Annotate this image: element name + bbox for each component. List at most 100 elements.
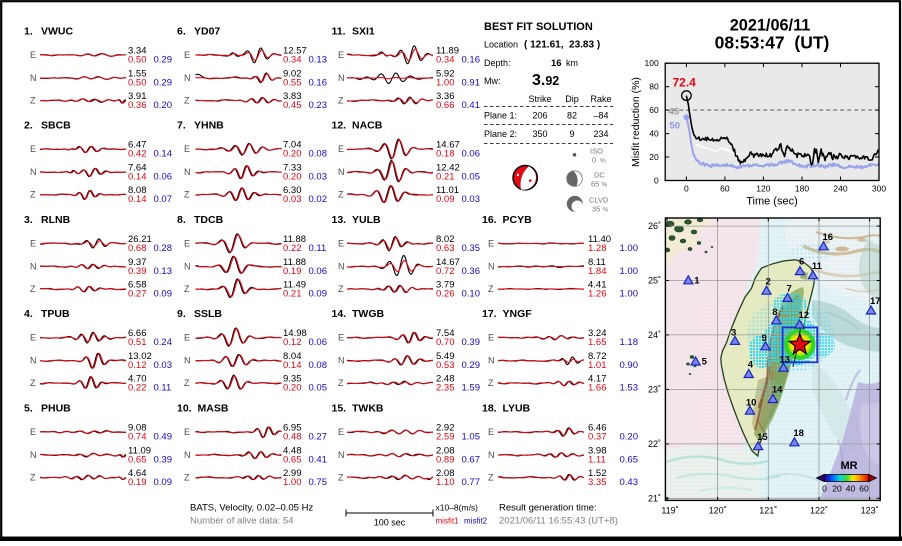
svg-text:82: 82 bbox=[567, 111, 577, 121]
svg-text:0.07: 0.07 bbox=[154, 194, 173, 205]
svg-text:7.54: 7.54 bbox=[436, 328, 455, 339]
svg-text:N: N bbox=[30, 262, 37, 272]
svg-text:RLNB: RLNB bbox=[41, 214, 71, 226]
svg-text:ISO: ISO bbox=[590, 147, 603, 156]
svg-text:1.55: 1.55 bbox=[128, 69, 147, 80]
svg-text:N: N bbox=[184, 356, 191, 366]
svg-text:3.35: 3.35 bbox=[588, 477, 607, 488]
svg-text:E: E bbox=[338, 144, 344, 154]
svg-text:12.42: 12.42 bbox=[436, 163, 460, 174]
svg-text:1.53: 1.53 bbox=[620, 383, 639, 394]
svg-text:0.29: 0.29 bbox=[154, 78, 173, 89]
svg-text:25˚: 25˚ bbox=[648, 276, 661, 286]
svg-text:0.42: 0.42 bbox=[128, 149, 147, 160]
svg-text:0.03: 0.03 bbox=[462, 194, 481, 205]
svg-text:72.4: 72.4 bbox=[673, 76, 697, 90]
svg-text:0.20: 0.20 bbox=[283, 149, 302, 160]
svg-text:5.: 5. bbox=[24, 403, 33, 415]
svg-text:0.10: 0.10 bbox=[462, 289, 481, 300]
svg-text:5: 5 bbox=[702, 357, 708, 368]
svg-text:2.35: 2.35 bbox=[436, 383, 455, 394]
svg-text:0.18: 0.18 bbox=[436, 149, 455, 160]
svg-text:Z: Z bbox=[184, 378, 190, 388]
svg-text:0: 0 bbox=[684, 184, 689, 194]
svg-text:0.34: 0.34 bbox=[283, 55, 302, 66]
svg-text:0.37: 0.37 bbox=[588, 432, 607, 443]
svg-text:18.: 18. bbox=[482, 403, 497, 415]
svg-text:0.77: 0.77 bbox=[462, 477, 481, 488]
svg-text:0.14: 0.14 bbox=[154, 149, 173, 160]
svg-text:26.21: 26.21 bbox=[128, 234, 152, 245]
svg-text:E: E bbox=[30, 144, 36, 154]
svg-text:0.34: 0.34 bbox=[436, 55, 455, 66]
svg-text:35: 35 bbox=[592, 205, 600, 214]
svg-text:E: E bbox=[338, 427, 344, 437]
svg-text:E: E bbox=[488, 239, 494, 249]
svg-text:13.02: 13.02 bbox=[128, 351, 152, 362]
svg-text:2.92: 2.92 bbox=[436, 423, 455, 434]
svg-text:0.51: 0.51 bbox=[128, 337, 147, 348]
svg-text:24˚: 24˚ bbox=[648, 330, 661, 340]
svg-text:0.53: 0.53 bbox=[436, 360, 455, 371]
svg-text:N: N bbox=[488, 450, 495, 460]
svg-text:4.41: 4.41 bbox=[588, 280, 607, 291]
svg-text:11.49: 11.49 bbox=[283, 280, 306, 291]
svg-text:14.98: 14.98 bbox=[283, 328, 307, 339]
svg-text:0.50: 0.50 bbox=[128, 78, 147, 89]
svg-text:1.18: 1.18 bbox=[620, 337, 639, 348]
svg-text:misfit1: misfit1 bbox=[436, 517, 460, 526]
svg-text:0.02: 0.02 bbox=[309, 194, 328, 205]
svg-text:N: N bbox=[184, 73, 191, 83]
svg-text:350: 350 bbox=[532, 129, 547, 139]
svg-text:Dip: Dip bbox=[565, 94, 579, 104]
svg-text:0.45: 0.45 bbox=[283, 100, 302, 111]
svg-text:TDCB: TDCB bbox=[194, 214, 224, 226]
svg-text:4.64: 4.64 bbox=[128, 468, 147, 479]
svg-text:122˚: 122˚ bbox=[810, 506, 828, 516]
svg-text:1.26: 1.26 bbox=[588, 289, 607, 300]
svg-text:Z: Z bbox=[488, 378, 494, 388]
svg-text:180: 180 bbox=[795, 184, 809, 194]
svg-text:0.05: 0.05 bbox=[309, 383, 328, 394]
svg-text:13: 13 bbox=[779, 354, 790, 365]
svg-text:2.59: 2.59 bbox=[436, 432, 455, 443]
svg-text:Z: Z bbox=[30, 284, 36, 294]
svg-text:CLVD: CLVD bbox=[589, 196, 609, 205]
svg-text:22˚: 22˚ bbox=[648, 439, 661, 449]
svg-text:2021/06/11: 2021/06/11 bbox=[730, 17, 811, 35]
svg-text:–84: –84 bbox=[593, 111, 608, 121]
svg-text:9.37: 9.37 bbox=[128, 257, 147, 268]
svg-text:0.08: 0.08 bbox=[309, 360, 328, 371]
svg-text:9.02: 9.02 bbox=[283, 69, 302, 80]
svg-text:0.19: 0.19 bbox=[128, 477, 147, 488]
svg-text:YHNB: YHNB bbox=[194, 120, 224, 132]
svg-text:6: 6 bbox=[799, 257, 804, 268]
svg-text:0.09: 0.09 bbox=[436, 194, 455, 205]
svg-text:0.28: 0.28 bbox=[154, 243, 173, 254]
svg-text:8.: 8. bbox=[177, 214, 186, 226]
svg-text:0.39: 0.39 bbox=[154, 455, 173, 466]
svg-text:1.65: 1.65 bbox=[588, 337, 607, 348]
svg-text:0.91: 0.91 bbox=[462, 78, 481, 89]
svg-text:4.: 4. bbox=[24, 308, 33, 320]
svg-text:N: N bbox=[488, 356, 495, 366]
svg-text:0.36: 0.36 bbox=[462, 266, 481, 277]
svg-text:3.24: 3.24 bbox=[588, 328, 607, 339]
svg-text:0.09: 0.09 bbox=[154, 477, 173, 488]
svg-text:Z: Z bbox=[184, 96, 190, 106]
svg-text:0.08: 0.08 bbox=[309, 149, 328, 160]
svg-text:BEST FIT SOLUTION: BEST FIT SOLUTION bbox=[484, 21, 593, 33]
svg-text:65: 65 bbox=[591, 180, 599, 189]
svg-text:Depth:: Depth: bbox=[484, 58, 511, 68]
svg-text:0.89: 0.89 bbox=[436, 455, 455, 466]
svg-text:3.92: 3.92 bbox=[532, 72, 559, 89]
svg-text:11.40: 11.40 bbox=[588, 234, 611, 245]
svg-text:0.14: 0.14 bbox=[128, 194, 147, 205]
svg-text:SSLB: SSLB bbox=[194, 308, 222, 320]
svg-text:( 121.61, 23.83 ): ( 121.61, 23.83 ) bbox=[524, 40, 600, 51]
svg-text:0.65: 0.65 bbox=[283, 455, 302, 466]
svg-text:11.01: 11.01 bbox=[436, 185, 459, 196]
svg-text:0.09: 0.09 bbox=[309, 289, 328, 300]
svg-text:16: 16 bbox=[823, 232, 834, 243]
svg-text:121˚: 121˚ bbox=[759, 506, 777, 516]
